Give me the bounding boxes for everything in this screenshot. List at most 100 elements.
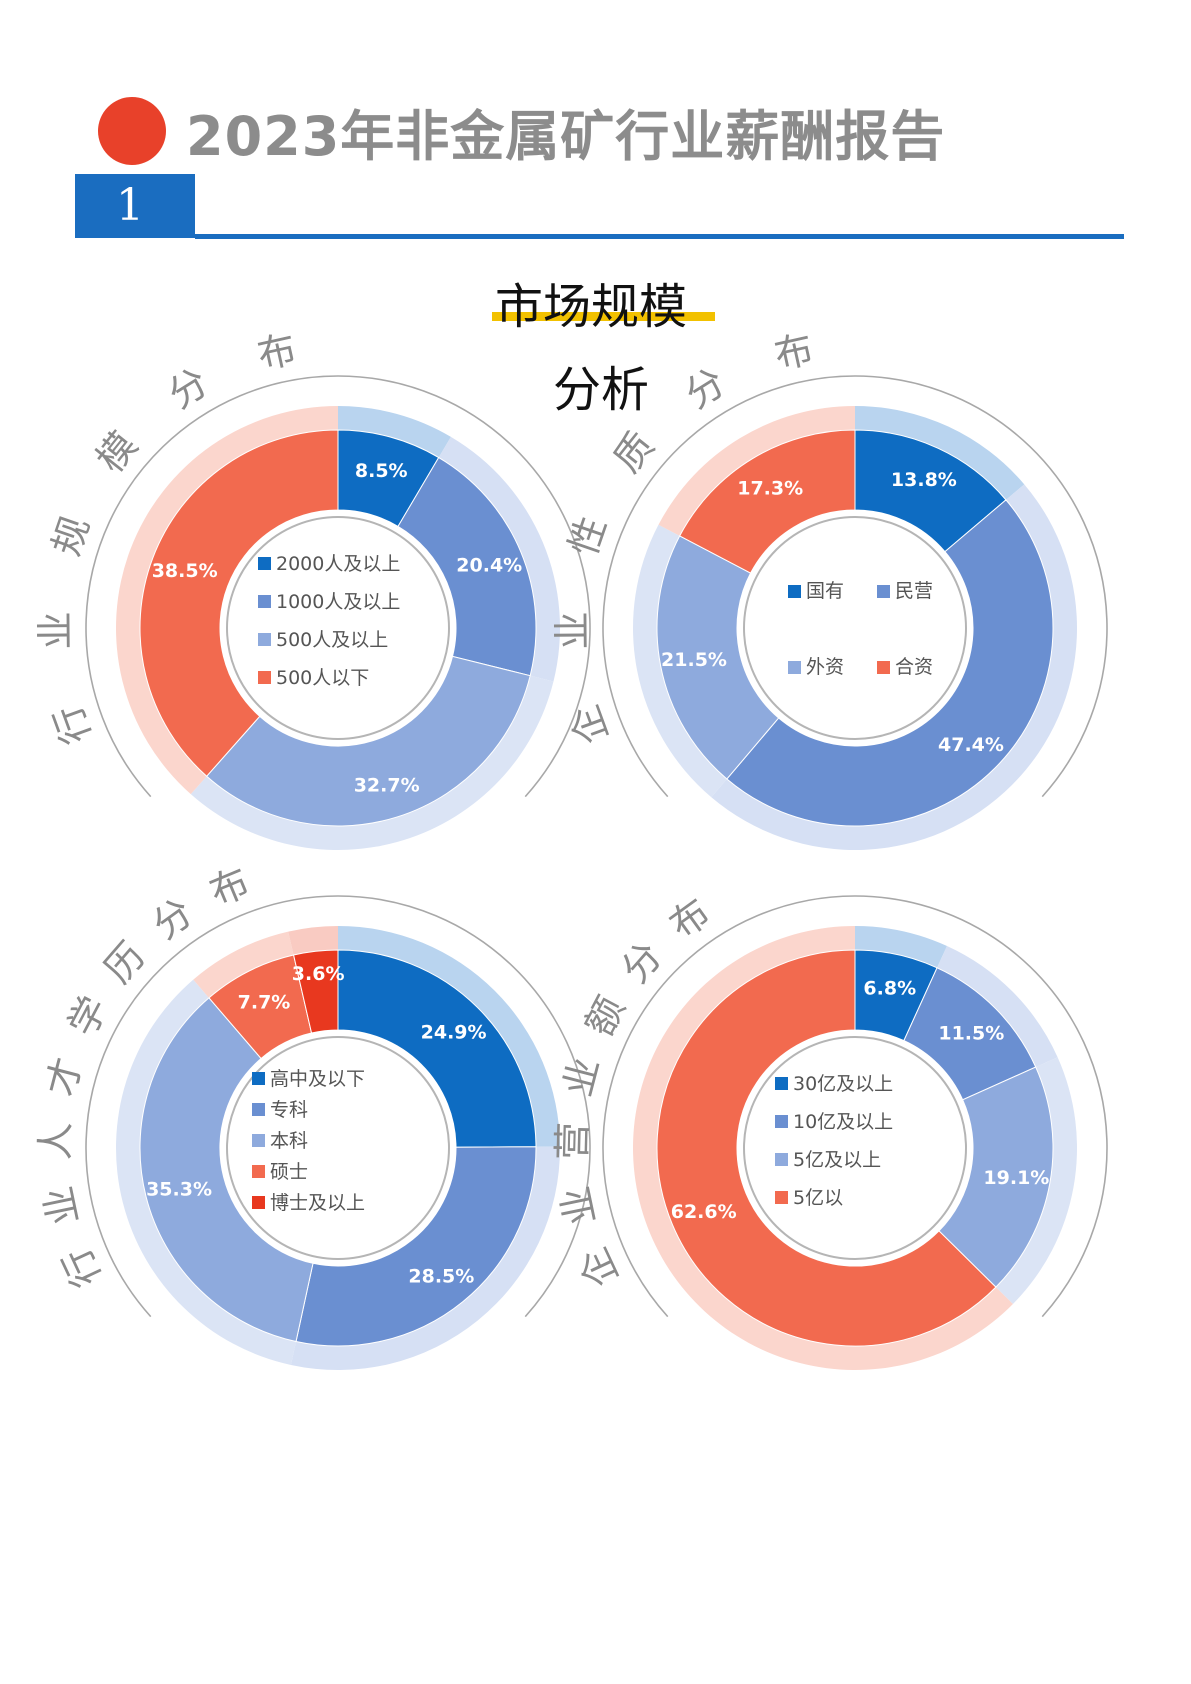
pale-ring-segment [711, 484, 1077, 850]
pale-ring-segment [855, 926, 947, 968]
slice-value-label: 21.5% [661, 649, 727, 671]
legend-label: 5亿以 [793, 1187, 843, 1209]
outer-decor-arc [85, 375, 591, 798]
chart-title-char: 业 [553, 1183, 604, 1229]
chart-title-char: 布 [661, 890, 718, 948]
slice-value-label: 13.8% [891, 469, 957, 491]
slice-1 [337, 949, 537, 1148]
slice-4 [139, 429, 339, 777]
slice-value-label: 8.5% [355, 460, 408, 482]
legend-label: 500人及以上 [276, 629, 388, 651]
legend-swatch [775, 1191, 788, 1204]
chart-title-char: 学 [60, 989, 117, 1043]
section-rule [195, 234, 1124, 239]
chart-title-char: 企 [562, 699, 616, 750]
slice-value-label: 20.4% [456, 555, 522, 577]
slice-4 [679, 429, 856, 574]
inner-circle [743, 516, 967, 740]
legend-swatch [775, 1115, 788, 1128]
outer-decor-arc [602, 895, 1108, 1318]
legend-swatch [258, 595, 271, 608]
slice-2 [726, 499, 1054, 827]
legend-swatch [788, 661, 801, 674]
legend-label: 外资 [806, 656, 844, 678]
outer-decor-arc [602, 375, 1108, 798]
chart-title-char: 企 [571, 1241, 627, 1294]
pale-ring-segment [995, 1057, 1077, 1304]
legend-label: 民营 [895, 580, 933, 602]
chart-title-char: 人 [33, 1122, 78, 1161]
pale-ring-segment [438, 436, 560, 682]
legend-label: 1000人及以上 [276, 591, 400, 613]
legend-label: 专科 [270, 1099, 308, 1121]
slice-3 [205, 655, 531, 827]
donut-chart-3: 24.9% 28.5% 35.3% 7.7%3.6% 高中及以下专科本科硕士博士及以上行… [33, 860, 591, 1370]
header-dot [98, 97, 166, 165]
slice-value-label: 47.4% [938, 734, 1004, 756]
chart-title-char: 布 [771, 327, 818, 378]
pale-ring-segment [190, 675, 554, 850]
slice-value-label: 38.5% [152, 560, 218, 582]
inner-circle [743, 1036, 967, 1260]
pale-ring-segment [658, 406, 855, 536]
slice-3 [938, 1066, 1054, 1288]
inner-circle [226, 516, 450, 740]
section-number: 1 [116, 180, 144, 231]
pale-ring-segment [937, 945, 1058, 1068]
pale-ring-segment [116, 406, 339, 795]
chart-title-char: 业 [556, 1053, 608, 1101]
legend-swatch [775, 1153, 788, 1166]
legend-label: 2000人及以上 [276, 553, 400, 575]
chart-title-char: 模 [88, 424, 146, 481]
legend-label: 高中及以下 [270, 1068, 365, 1090]
subtitle-line-2: 分析 [553, 362, 650, 418]
subtitle-underline [492, 312, 715, 321]
slice-value-label: 62.6% [671, 1201, 737, 1223]
legend-swatch [252, 1165, 265, 1178]
chart-title-char: 才 [39, 1053, 91, 1101]
slice-3 [656, 535, 780, 780]
inner-circle [226, 1036, 450, 1260]
pale-ring-segment [633, 524, 727, 798]
legend-swatch [775, 1077, 788, 1090]
slice-4 [656, 949, 997, 1347]
outer-decor-arc [85, 895, 591, 1318]
slice-2 [295, 1146, 537, 1347]
pale-ring-segment [290, 1146, 560, 1370]
chart-title-char: 分 [144, 890, 201, 948]
subtitle-line-1: 市场规模 [495, 279, 688, 335]
section-number-box: 1 [75, 174, 195, 238]
slice-value-label: 24.9% [421, 1022, 487, 1044]
slice-5 [292, 949, 339, 1034]
chart-title-char: 业 [33, 611, 77, 649]
chart-title-char: 质 [605, 424, 663, 481]
chart-title-char: 业 [36, 1183, 87, 1229]
chart-title-char: 业 [550, 611, 594, 649]
legend-swatch [877, 661, 890, 674]
pale-ring-segment [338, 926, 560, 1147]
slice-value-label: 32.7% [354, 775, 420, 797]
chart-title-char: 布 [203, 860, 255, 915]
legend-label: 本科 [270, 1130, 308, 1152]
legend-swatch [258, 671, 271, 684]
legend-label: 博士及以上 [270, 1192, 365, 1214]
slice-value-label: 17.3% [737, 478, 803, 500]
pale-ring-segment [116, 979, 297, 1365]
chart-title-char: 历 [96, 934, 154, 992]
pale-ring-segment [855, 406, 1025, 500]
chart-title-char: 分 [613, 934, 671, 992]
chart-title-char: 分 [161, 360, 217, 417]
legend-label: 合资 [895, 656, 933, 678]
chart-title-char: 性 [561, 511, 615, 561]
slice-value-label: 19.1% [983, 1167, 1049, 1189]
slice-value-label: 35.3% [146, 1178, 212, 1200]
legend-swatch [252, 1196, 265, 1209]
slice-value-label: 6.8% [863, 978, 916, 1000]
legend-label: 硕士 [270, 1161, 308, 1183]
chart-title-char: 额 [577, 989, 634, 1043]
pale-ring-segment [338, 406, 451, 458]
pale-ring-segment [193, 931, 294, 998]
chart-title-char: 布 [254, 327, 301, 378]
